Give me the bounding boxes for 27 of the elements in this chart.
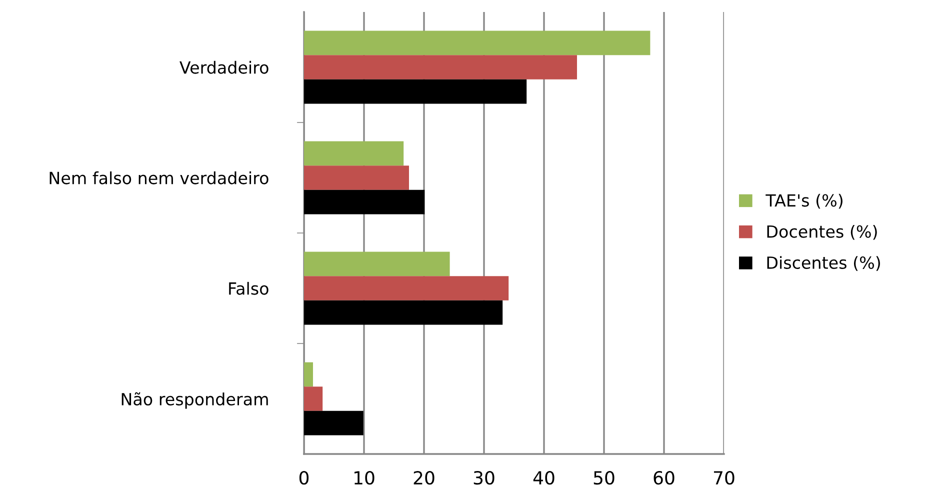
legend-label: Docentes (%) xyxy=(767,224,877,240)
x-tick-label: 60 xyxy=(654,470,674,485)
bar xyxy=(304,252,450,276)
legend-label: Discentes (%) xyxy=(767,256,880,271)
y-tick-label: Verdadeiro xyxy=(180,60,268,74)
x-tick-label: 0 xyxy=(299,470,309,485)
bar xyxy=(304,300,503,325)
x-tick-label: 30 xyxy=(474,470,494,485)
bar xyxy=(304,362,313,387)
bar xyxy=(304,30,650,56)
x-tick-label: 50 xyxy=(594,470,614,485)
bar xyxy=(304,410,364,436)
bar xyxy=(304,276,509,300)
bar xyxy=(304,386,323,411)
x-tick-label: 10 xyxy=(354,470,374,485)
bar xyxy=(304,190,425,214)
bar xyxy=(304,141,404,166)
y-tick-label: Falso xyxy=(229,282,268,295)
y-tick-label: Não responderam xyxy=(122,392,268,409)
x-tick-label: 40 xyxy=(533,470,554,485)
bar xyxy=(304,79,527,104)
x-tick-label: 70 xyxy=(714,470,734,485)
x-tick-label: 20 xyxy=(414,470,434,485)
legend-label: TAE's (%) xyxy=(766,194,842,209)
y-tick-label: Nem falso nem verdadeiro xyxy=(50,171,268,184)
bar xyxy=(304,55,577,80)
bar xyxy=(304,166,409,190)
